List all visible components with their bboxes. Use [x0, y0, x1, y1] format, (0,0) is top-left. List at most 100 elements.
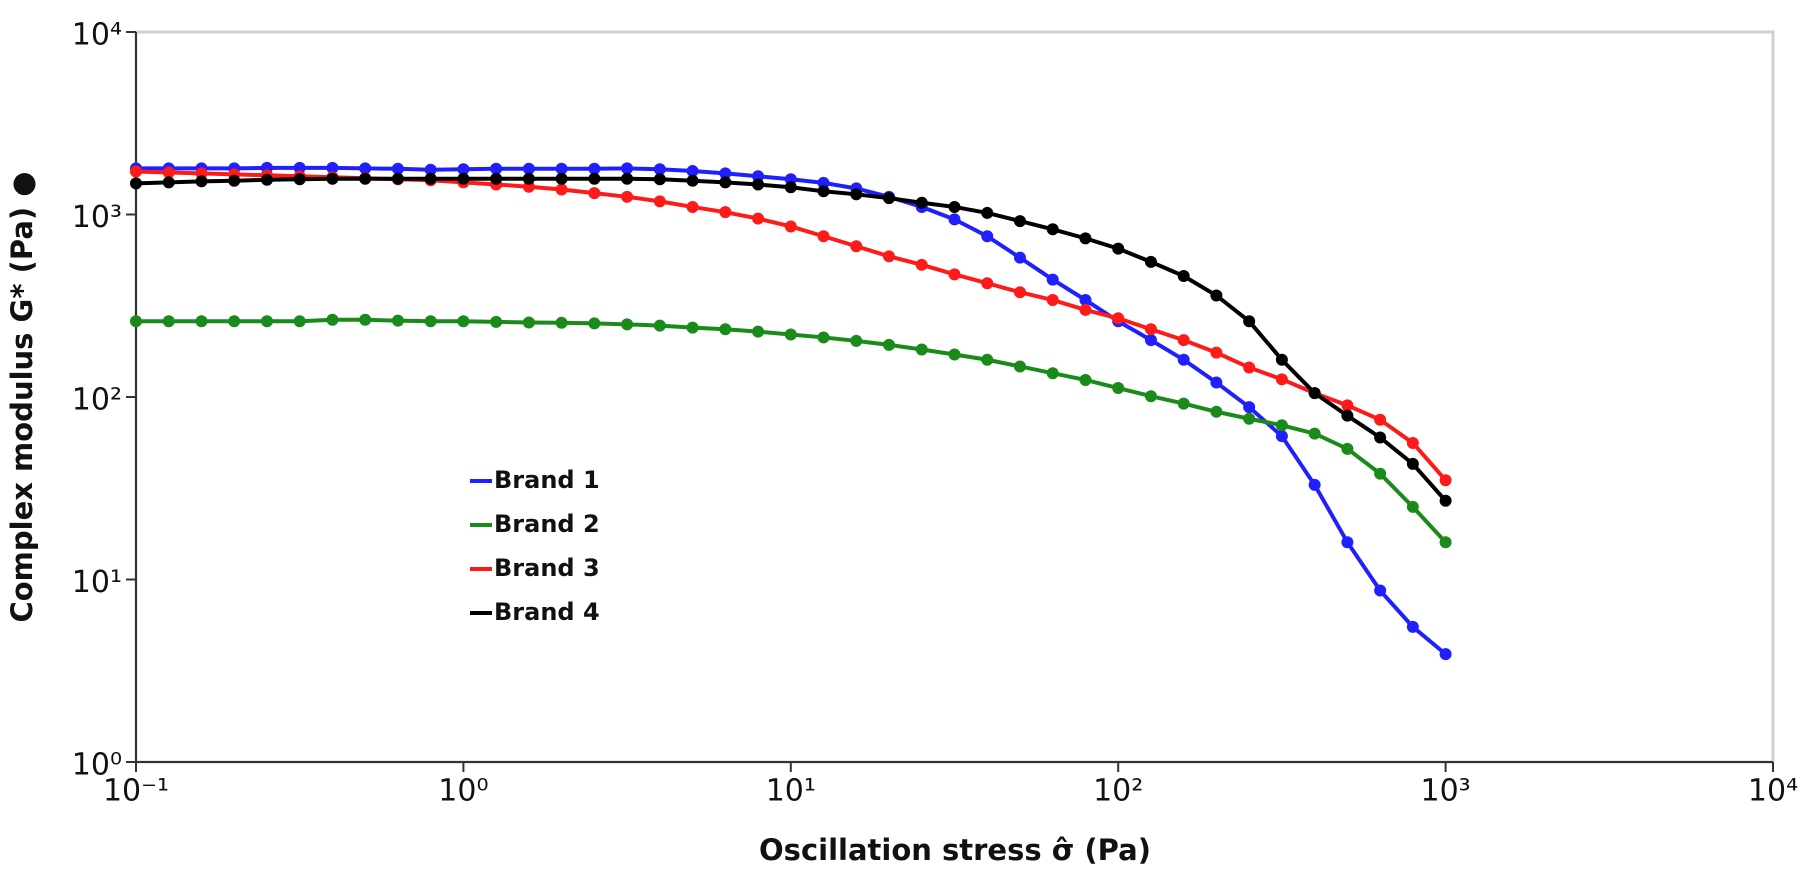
point [948, 268, 961, 281]
point [293, 161, 306, 174]
point [1144, 323, 1157, 336]
point [817, 185, 830, 198]
point [522, 162, 535, 175]
point [1144, 390, 1157, 403]
point [1177, 334, 1190, 347]
point [948, 213, 961, 226]
point [1341, 442, 1354, 455]
point [228, 315, 241, 328]
point [621, 162, 634, 175]
point [588, 172, 601, 185]
point [981, 206, 994, 219]
point [1374, 584, 1387, 597]
point [1406, 436, 1419, 449]
point [1374, 413, 1387, 426]
point [1275, 353, 1288, 366]
point [719, 176, 732, 189]
point [1177, 397, 1190, 410]
series-line [136, 317, 1448, 544]
point [752, 212, 765, 225]
legend-label: Brand 3 [494, 554, 600, 582]
point [588, 317, 601, 330]
point [817, 331, 830, 344]
point [1243, 361, 1256, 374]
point [981, 277, 994, 290]
point [883, 338, 896, 351]
point [1210, 376, 1223, 389]
point [1144, 334, 1157, 347]
point [752, 170, 765, 183]
point [195, 315, 208, 328]
x-tick-label: 10¹ [766, 774, 816, 809]
point [653, 163, 666, 176]
x-tick-label: 10³ [1420, 774, 1470, 809]
y-tick-label: 10³ [72, 200, 122, 235]
point [588, 162, 601, 175]
point [1439, 494, 1452, 507]
x-axis-title: Oscillation stress σ̂ (Pa) [759, 833, 1151, 867]
point [719, 206, 732, 219]
plot-frame [134, 30, 1775, 764]
y-tick-label: 10⁰ [72, 748, 122, 783]
point [981, 230, 994, 243]
point [1308, 478, 1321, 491]
point [1243, 412, 1256, 425]
point [555, 162, 568, 175]
point [1046, 273, 1059, 286]
point [1243, 315, 1256, 328]
point [130, 315, 142, 328]
x-tick-label: 10⁴ [1748, 774, 1798, 809]
point [686, 200, 699, 213]
point [1243, 401, 1256, 414]
point [1210, 346, 1223, 359]
point [228, 174, 241, 187]
point [1079, 373, 1092, 386]
point [457, 163, 470, 176]
point [1112, 382, 1125, 395]
legend-label: Brand 1 [494, 466, 600, 494]
point [1406, 620, 1419, 633]
point [130, 177, 142, 190]
point [653, 319, 666, 332]
y-tick-label: 10⁴ [72, 18, 122, 53]
point [260, 315, 273, 328]
point [817, 230, 830, 243]
point [948, 200, 961, 213]
x-tick-label: 10² [1093, 774, 1143, 809]
point [130, 165, 142, 178]
point [653, 195, 666, 208]
point [883, 192, 896, 205]
point [686, 174, 699, 187]
point [522, 316, 535, 329]
point [817, 176, 830, 189]
x-tick-label: 10⁻¹ [103, 774, 169, 809]
point [490, 315, 503, 328]
point [1177, 353, 1190, 366]
point [1308, 427, 1321, 440]
point [457, 172, 470, 185]
point [1341, 536, 1354, 549]
point [1013, 286, 1026, 299]
point [1275, 419, 1288, 432]
point [653, 173, 666, 186]
point [1374, 431, 1387, 444]
point [1308, 387, 1321, 400]
point [883, 250, 896, 263]
point [424, 172, 437, 185]
y-tick-label: 10² [72, 383, 122, 418]
y-axis-title: Complex modulus G* (Pa) ● [5, 171, 39, 622]
point [686, 321, 699, 334]
point [359, 313, 372, 326]
point [457, 315, 470, 328]
legend-label: Brand 4 [494, 598, 600, 626]
point [915, 258, 928, 271]
point [915, 196, 928, 209]
point [1013, 251, 1026, 264]
point [1439, 536, 1452, 549]
point [752, 178, 765, 191]
point [686, 165, 699, 178]
point [424, 315, 437, 328]
point [1406, 457, 1419, 470]
